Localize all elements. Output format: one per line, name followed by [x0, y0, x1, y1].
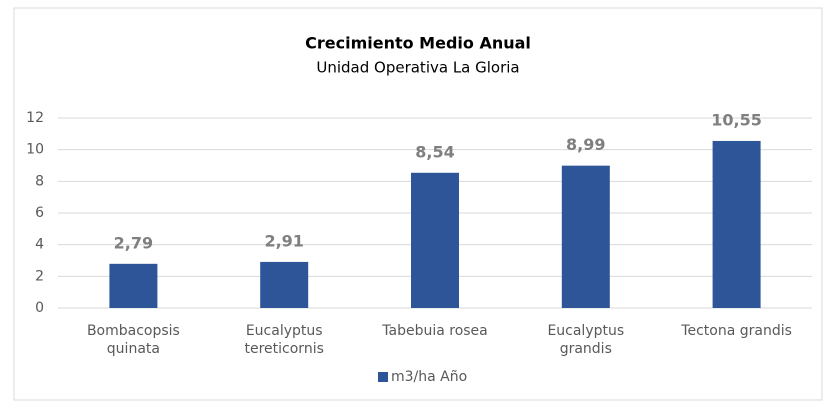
y-tick-label: 2 [35, 268, 44, 284]
y-tick-label: 4 [35, 237, 44, 253]
y-tick-label: 0 [35, 300, 44, 316]
y-tick-label: 10 [26, 142, 44, 158]
y-tick-label: 6 [35, 205, 44, 221]
chart-title: Crecimiento Medio Anual [305, 34, 531, 53]
x-tick-label: Eucalyptus tereticornis [244, 323, 324, 357]
legend-swatch [378, 372, 388, 382]
y-tick-label: 8 [35, 173, 44, 189]
x-tick-label: Tabebuia rosea [382, 323, 488, 339]
x-tick-label: Eucalyptus grandis [547, 323, 625, 357]
bar [260, 261, 309, 308]
x-tick-label: Bombacopsis quinata [86, 323, 180, 357]
legend-label: m3/ha Año [391, 369, 467, 385]
data-label: 8,99 [566, 135, 605, 154]
data-label: 8,54 [415, 142, 454, 161]
bar [411, 172, 459, 308]
y-tick-label: 12 [26, 110, 44, 126]
bar [109, 263, 158, 308]
data-label: 2,79 [114, 233, 153, 252]
bar [561, 165, 610, 308]
data-label: 10,55 [711, 110, 762, 129]
chart-subtitle: Unidad Operativa La Gloria [316, 59, 519, 77]
data-label: 2,91 [264, 231, 303, 250]
bar [712, 140, 761, 308]
x-tick-label: Tectona grandis [681, 323, 792, 339]
